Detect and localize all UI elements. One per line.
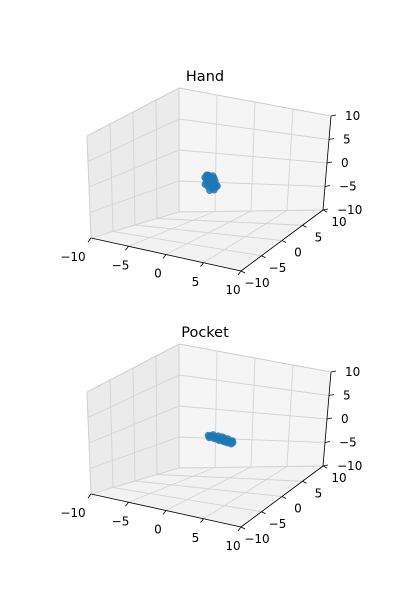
y-tick-label: 10 — [331, 215, 346, 229]
z-tick-mark — [324, 185, 331, 187]
z-tick-label: 0 — [341, 412, 349, 426]
data-point — [218, 433, 226, 441]
z-tick-mark — [324, 441, 331, 443]
x-tick-mark — [87, 237, 92, 243]
y-tick-label: −10 — [244, 276, 269, 290]
grid-line — [156, 218, 303, 226]
grid-line — [178, 405, 328, 420]
pane-edge — [178, 343, 332, 373]
grid-line — [178, 118, 330, 140]
y-tick-label: 10 — [331, 471, 346, 485]
z-tick-mark — [326, 161, 333, 164]
grid-line — [155, 355, 158, 475]
z-tick-label: 5 — [343, 133, 351, 147]
x-tick-mark — [237, 526, 242, 532]
grid-line — [134, 224, 283, 241]
y-tick-mark — [322, 209, 328, 213]
x-tick-label: 5 — [192, 275, 200, 289]
x-tick-mark — [162, 510, 167, 515]
z-tick-mark — [330, 114, 337, 117]
y-tick-mark — [281, 496, 287, 499]
grid-line — [286, 108, 294, 211]
grid-line — [88, 149, 180, 188]
floor-pane — [91, 210, 323, 271]
y-tick-mark — [322, 465, 328, 469]
grid-line — [155, 99, 158, 219]
y-tick-mark — [281, 240, 287, 243]
data-point — [206, 432, 214, 440]
pane-edge — [86, 135, 92, 239]
z-tick-mark — [326, 417, 333, 420]
z-tick-label: −10 — [337, 459, 362, 473]
grid-line — [178, 149, 328, 164]
y-tick-mark — [302, 224, 307, 228]
grid-line — [178, 374, 330, 396]
left-wall-pane — [87, 344, 179, 494]
z-tick-label: −5 — [339, 180, 357, 194]
x-tick-label: 0 — [154, 267, 162, 281]
chart-title: Hand — [186, 69, 224, 85]
grid-line — [88, 405, 180, 444]
x-tick-label: 0 — [154, 523, 162, 537]
y-tick-label: −5 — [269, 261, 287, 275]
grid-line — [178, 465, 324, 469]
z-tick-mark — [328, 394, 335, 396]
z-tick-label: −5 — [339, 436, 357, 450]
x-tick-label: 10 — [225, 539, 240, 553]
y-tick-label: 0 — [294, 502, 302, 516]
y-tick-mark — [302, 480, 307, 484]
chart-title: Pocket — [181, 325, 229, 341]
y-tick-mark — [240, 270, 246, 274]
data-point — [203, 171, 211, 179]
z-tick-label: 10 — [345, 109, 360, 123]
grid-line — [203, 210, 288, 264]
grid-line — [286, 364, 294, 467]
y-tick-label: −10 — [244, 532, 269, 546]
y-tick-label: 0 — [294, 246, 302, 260]
left-wall-pane — [87, 88, 179, 238]
x-tick-mark — [237, 270, 242, 276]
y-tick-mark — [261, 511, 266, 515]
x-tick-label: −5 — [112, 258, 130, 272]
grid-line — [87, 118, 180, 162]
x-tick-mark — [87, 493, 92, 499]
x-tick-mark — [162, 254, 167, 259]
z-tick-label: 5 — [343, 389, 351, 403]
grid-line — [156, 474, 303, 482]
pane-edge — [86, 87, 180, 137]
floor-pane — [91, 466, 323, 527]
pane-edge — [86, 391, 92, 495]
data-point — [227, 440, 235, 448]
x-tick-mark — [125, 502, 129, 507]
y-tick-label: −5 — [269, 517, 287, 531]
x-tick-mark — [200, 518, 204, 523]
x-tick-mark — [200, 262, 204, 267]
grid-line — [178, 209, 324, 213]
pane-edge — [178, 87, 332, 117]
grid-line — [134, 480, 283, 497]
z-tick-label: 0 — [341, 156, 349, 170]
z-tick-mark — [328, 138, 335, 140]
x-tick-mark — [125, 246, 129, 251]
y-tick-mark — [261, 255, 266, 259]
z-tick-label: −10 — [337, 203, 362, 217]
grid-line — [87, 374, 180, 418]
x-tick-label: −5 — [112, 514, 130, 528]
z-tick-mark — [330, 370, 337, 373]
y-tick-mark — [240, 526, 246, 530]
x-tick-label: 5 — [192, 531, 200, 545]
x-tick-label: −10 — [60, 250, 85, 264]
z-tick-mark — [322, 464, 329, 467]
data-point — [208, 176, 216, 184]
x-tick-label: 10 — [225, 283, 240, 297]
x-tick-label: −10 — [60, 506, 85, 520]
y-tick-label: 5 — [315, 230, 323, 244]
grid-line — [203, 466, 288, 520]
y-tick-label: 5 — [315, 486, 323, 500]
pane-edge — [86, 343, 180, 393]
data-point — [210, 186, 218, 194]
z-tick-mark — [322, 208, 329, 211]
z-tick-label: 10 — [345, 365, 360, 379]
